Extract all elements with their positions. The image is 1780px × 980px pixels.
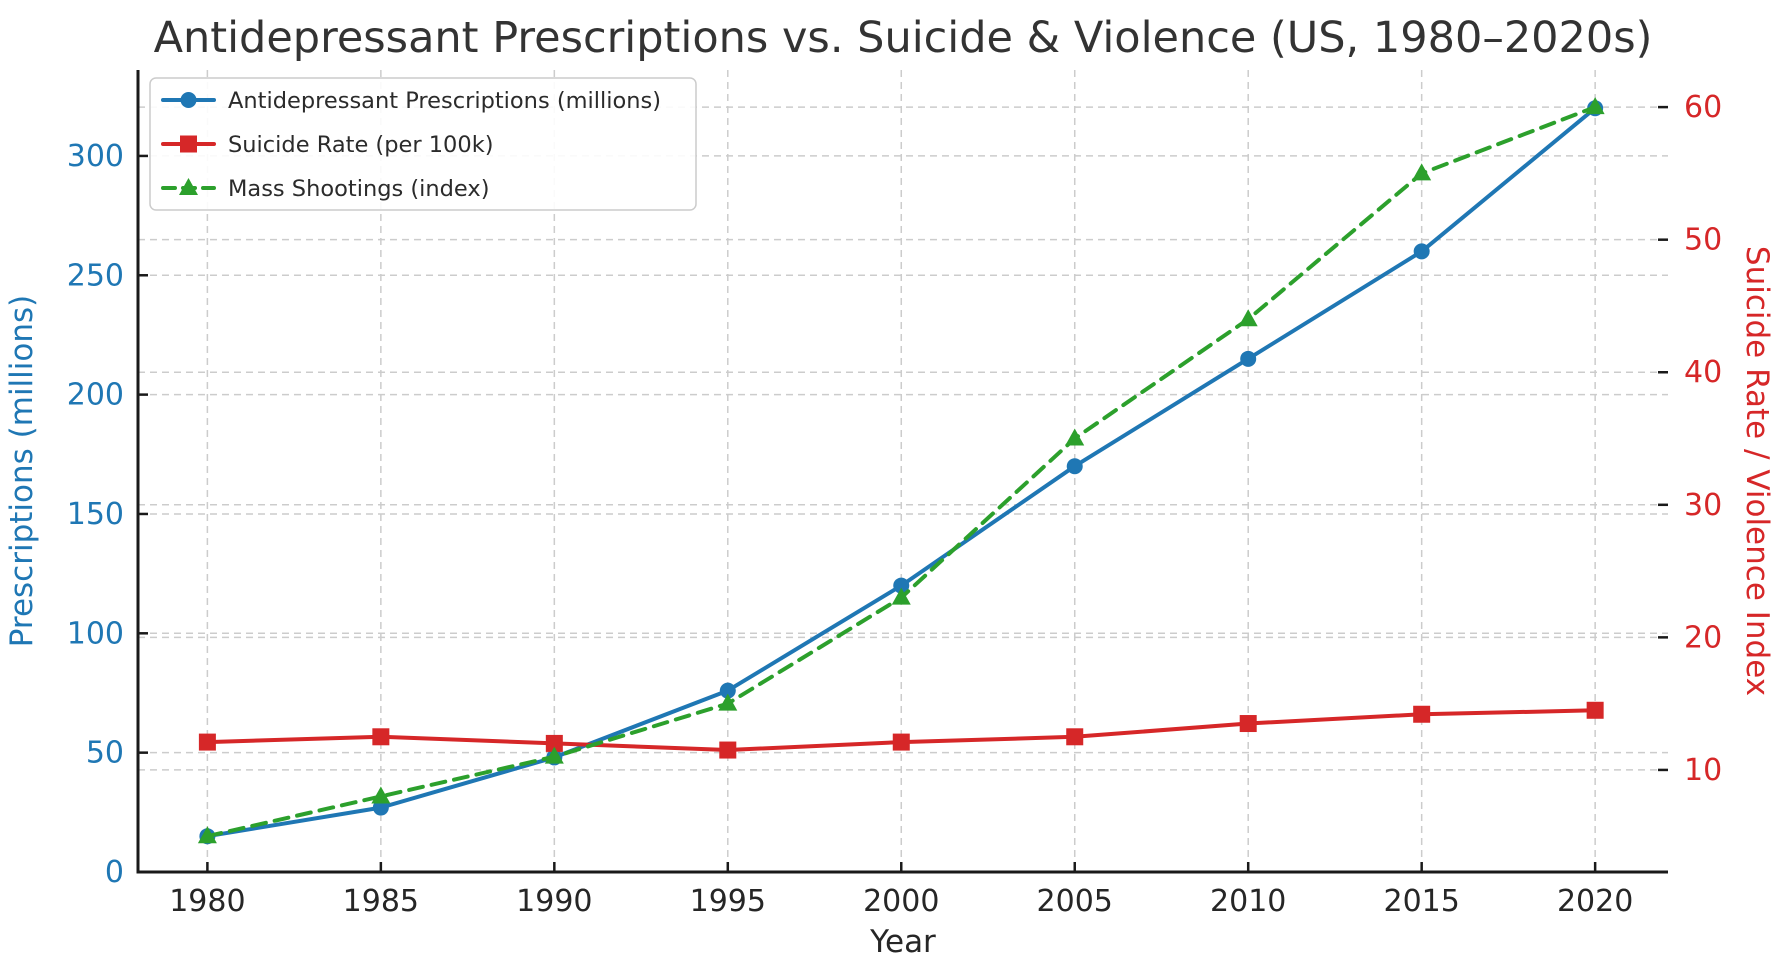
mass-shootings-marker-2015: [1412, 163, 1432, 181]
y-axis-right-label: Suicide Rate / Violence Index: [1739, 246, 1775, 696]
legend-box: [149, 77, 697, 211]
legend-sample-marker-prescriptions: [180, 92, 197, 108]
left-tick-label-300: 300: [67, 139, 124, 174]
legend-sample-marker-suicide-rate: [180, 135, 197, 153]
legend: Antidepressant Prescriptions (millions) S…: [149, 77, 697, 211]
x-tick-label-1995: 1995: [690, 884, 766, 919]
right-tick-label-10: 10: [1684, 753, 1722, 788]
right-tick-label-50: 50: [1684, 223, 1722, 258]
chart-title: Antidepressant Prescriptions vs. Suicide…: [154, 13, 1653, 63]
left-tick-label-250: 250: [67, 258, 124, 293]
right-tick-label-60: 60: [1684, 90, 1722, 125]
prescriptions-marker-1985: [372, 799, 389, 816]
x-tick-label-1985: 1985: [343, 884, 419, 919]
right-tick-label-40: 40: [1684, 355, 1722, 390]
mass-shootings-marker-2010: [1238, 309, 1258, 327]
prescriptions-marker-2000: [893, 577, 910, 594]
series-mass-shootings: [197, 97, 1605, 844]
mass-shootings-marker-2005: [1065, 428, 1085, 446]
suicide-rate-marker-1990: [545, 734, 563, 752]
right-tick-label-30: 30: [1684, 488, 1722, 523]
x-tick-label-2015: 2015: [1383, 884, 1459, 919]
y-axis-left-label: Prescriptions (millions): [4, 295, 40, 648]
suicide-rate-marker-2020: [1586, 701, 1604, 719]
suicide-rate-marker-2005: [1066, 728, 1084, 746]
right-tick-label-20: 20: [1684, 620, 1722, 655]
mass-shootings-marker-1990: [544, 746, 564, 764]
legend-item-mass-shootings: Mass Shootings (index): [161, 176, 489, 202]
left-tick-label-50: 50: [86, 736, 124, 771]
x-tick-label-2000: 2000: [863, 884, 939, 919]
prescriptions-marker-1995: [719, 682, 736, 699]
mass-shootings-marker-1980: [197, 826, 217, 844]
prescriptions-marker-2005: [1066, 458, 1083, 475]
tick-label-layer: 1980 1985 1990 1995 2000 2005 2010 2015 20200501…: [67, 90, 1722, 919]
left-tick-label-150: 150: [67, 497, 124, 532]
prescriptions-marker-2010: [1240, 350, 1257, 367]
x-tick-label-2005: 2005: [1037, 884, 1113, 919]
suicide-rate-marker-1985: [372, 728, 390, 746]
legend-label-suicide-rate: Suicide Rate (per 100k): [228, 132, 494, 158]
suicide-rate-marker-1980: [198, 733, 216, 751]
x-axis-label: Year: [869, 924, 936, 960]
series-layer: [197, 97, 1605, 845]
mass-shootings-marker-1985: [371, 786, 391, 804]
mass-shootings-marker-2000: [891, 587, 911, 605]
x-tick-label-2010: 2010: [1210, 884, 1286, 919]
series-prescriptions: [199, 100, 1604, 845]
x-tick-label-2020: 2020: [1557, 884, 1633, 919]
left-tick-label-0: 0: [105, 855, 124, 890]
suicide-rate-marker-1995: [719, 741, 737, 759]
prescriptions-marker-2015: [1413, 243, 1430, 260]
suicide-rate-marker-2010: [1239, 715, 1257, 733]
x-tick-label-1980: 1980: [169, 884, 245, 919]
series-suicide-rate: [198, 701, 1604, 759]
legend-item-prescriptions: Antidepressant Prescriptions (millions): [161, 88, 661, 114]
tick-layer: [138, 105, 1668, 874]
legend-item-suicide-rate: Suicide Rate (per 100k): [161, 132, 494, 158]
left-tick-label-100: 100: [67, 616, 124, 651]
suicide-rate-marker-2015: [1413, 705, 1431, 723]
left-tick-label-200: 200: [67, 378, 124, 413]
mass-shootings-marker-2020: [1585, 97, 1605, 115]
legend-label-prescriptions: Antidepressant Prescriptions (millions): [228, 88, 661, 114]
mass-shootings-marker-1995: [718, 693, 738, 711]
suicide-rate-marker-2000: [892, 733, 910, 751]
legend-label-mass-shootings: Mass Shootings (index): [228, 176, 489, 202]
x-tick-label-1990: 1990: [516, 884, 592, 919]
legend-sample-marker-mass-shootings: [179, 178, 198, 195]
